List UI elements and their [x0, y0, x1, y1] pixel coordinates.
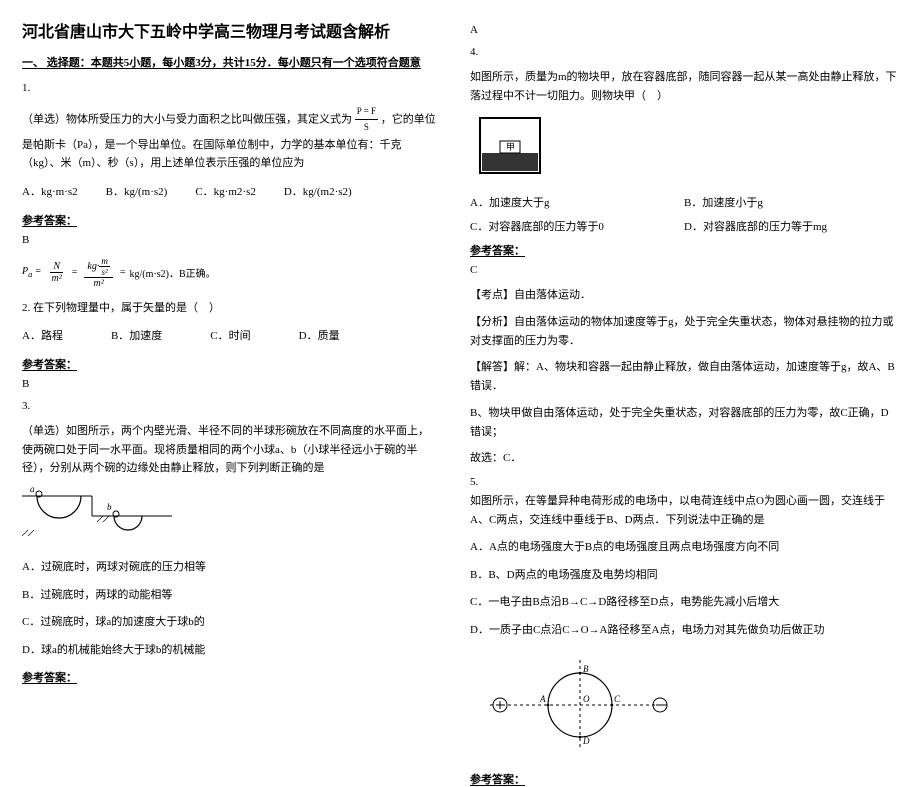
q4-jieda2: B、物块甲做自由落体运动，处于完全失重状态，对容器底部的压力为零，故C正确，D错…	[470, 404, 898, 441]
q2-answer-label: 参考答案：	[22, 356, 438, 372]
q2-stem: 2. 在下列物理量中，属于矢量的是（ ）	[22, 299, 438, 318]
q2-opt-c: C．时间	[210, 327, 250, 346]
q4-kaodian: 【考点】自由落体运动．	[470, 286, 898, 305]
q4-number: 4.	[470, 46, 898, 58]
q4-options: A．加速度大于g B．加速度小于g C．对容器底部的压力等于0 D．对容器底部的…	[470, 194, 898, 234]
svg-text:b: b	[107, 502, 112, 512]
page-title: 河北省唐山市大下五岭中学高三物理月考试题含解析	[22, 18, 438, 42]
left-column: 河北省唐山市大下五岭中学高三物理月考试题含解析 一、 选择题：本题共5小题，每小…	[0, 0, 460, 651]
q2-opt-b: B．加速度	[111, 327, 162, 346]
q1-formula: P = F S	[355, 104, 378, 136]
q3-answer: A	[470, 24, 898, 36]
q1-options: A．kg·m·s2 B．kg/(m·s2) C．kg·m2·s2 D．kg/(m…	[22, 183, 438, 202]
svg-text:甲: 甲	[506, 142, 515, 152]
q2-options: A．路程 B．加速度 C．时间 D．质量	[22, 327, 438, 346]
q2-answer: B	[22, 378, 438, 390]
q1-answer: B	[22, 234, 438, 246]
q1-stem-pre: （单选）物体所受压力的大小与受力面积之比叫做压强，其定义式为	[22, 113, 352, 125]
q5-opt-d: D．一质子由C点沿C→O→A路径移至A点，电场力对其先做负功后做正功	[470, 622, 898, 640]
q4-answer-label: 参考答案：	[470, 242, 898, 258]
q5-stem: 如图所示，在等量异种电荷形成的电场中，以电荷连线中点O为圆心画一圆，交连线于A、…	[470, 492, 898, 529]
q1-number: 1.	[22, 82, 438, 94]
q3-number: 3.	[22, 400, 438, 412]
q1-explain-formula: Pa = Nm² = kg·ms²m² = kg/(m·s2)．B正确。	[22, 256, 438, 289]
svg-text:D: D	[582, 736, 590, 746]
q4-opt-a: A．加速度大于g	[470, 194, 684, 210]
q5-diagram: O A C B D	[470, 650, 898, 763]
q1-frac-n: F	[371, 106, 376, 116]
q1-opt-b: B．kg/(m·s2)	[106, 183, 168, 202]
q4-opt-b: B．加速度小于g	[684, 194, 898, 210]
svg-text:B: B	[583, 664, 589, 674]
q1-P: P =	[357, 106, 369, 116]
q3-opt-c: C．过碗底时，球a的加速度大于球b的	[22, 614, 438, 632]
q5-options: A．A点的电场强度大于B点的电场强度且两点电场强度方向不同 B．B、D两点的电场…	[470, 539, 898, 639]
q4-diagram: 甲	[470, 113, 898, 186]
q4-opt-c: C．对容器底部的压力等于0	[470, 218, 684, 234]
svg-text:a: a	[30, 486, 35, 494]
q1-explain-tail: kg/(m·s2)．B正确。	[130, 265, 216, 280]
q1-opt-a: A．kg·m·s2	[22, 183, 78, 202]
q3-opt-a: A．过碗底时，两球对碗底的压力相等	[22, 559, 438, 577]
q3-diagram: a b	[22, 486, 438, 549]
q5-opt-b: B．B、D两点的电场强度及电势均相同	[470, 567, 898, 585]
q1-stem: （单选）物体所受压力的大小与受力面积之比叫做压强，其定义式为 P = F S ，…	[22, 104, 438, 173]
q4-answer: C	[470, 264, 898, 276]
q3-options: A．过碗底时，两球对碗底的压力相等 B．过碗底时，两球的动能相等 C．过碗底时，…	[22, 559, 438, 659]
q4-jieda1: 【解答】解：A、物块和容器一起由静止释放，做自由落体运动，加速度等于g，故A、B…	[470, 358, 898, 395]
right-column: A 4. 如图所示，质量为m的物块甲，放在容器底部，随同容器一起从某一高处由静止…	[460, 0, 920, 651]
q3-stem: （单选）如图所示，两个内壁光滑、半径不同的半球形碗放在不同高度的水平面上，使两碗…	[22, 422, 438, 478]
svg-text:A: A	[539, 694, 546, 704]
svg-text:O: O	[583, 694, 590, 704]
q5-answer-label: 参考答案：	[470, 771, 898, 787]
q5-opt-c: C．一电子由B点沿B→C→D路径移至D点，电势能先减小后增大	[470, 594, 898, 612]
q4-jieda3: 故选：C．	[470, 449, 898, 468]
q1-opt-c: C．kg·m2·s2	[195, 183, 256, 202]
q4-stem: 如图所示，质量为m的物块甲，放在容器底部，随同容器一起从某一高处由静止释放，下落…	[470, 68, 898, 105]
q3-opt-b: B．过碗底时，两球的动能相等	[22, 587, 438, 605]
section-header: 一、 选择题：本题共5小题，每小题3分，共计15分．每小题只有一个选项符合题意	[22, 54, 438, 70]
q3-answer-label: 参考答案：	[22, 669, 438, 685]
svg-text:C: C	[614, 694, 621, 704]
q1-answer-label: 参考答案：	[22, 212, 438, 228]
q2-opt-a: A．路程	[22, 327, 63, 346]
q5-opt-a: A．A点的电场强度大于B点的电场强度且两点电场强度方向不同	[470, 539, 898, 557]
q2-opt-d: D．质量	[299, 327, 340, 346]
q5-number: 5.	[470, 476, 898, 488]
q1-opt-d: D．kg/(m2·s2)	[284, 183, 352, 202]
q1-frac-d: S	[362, 120, 371, 135]
q4-fenxi: 【分析】自由落体运动的物体加速度等于g，处于完全失重状态，物体对悬挂物的拉力或对…	[470, 313, 898, 350]
q4-opt-d: D．对容器底部的压力等于mg	[684, 218, 898, 234]
